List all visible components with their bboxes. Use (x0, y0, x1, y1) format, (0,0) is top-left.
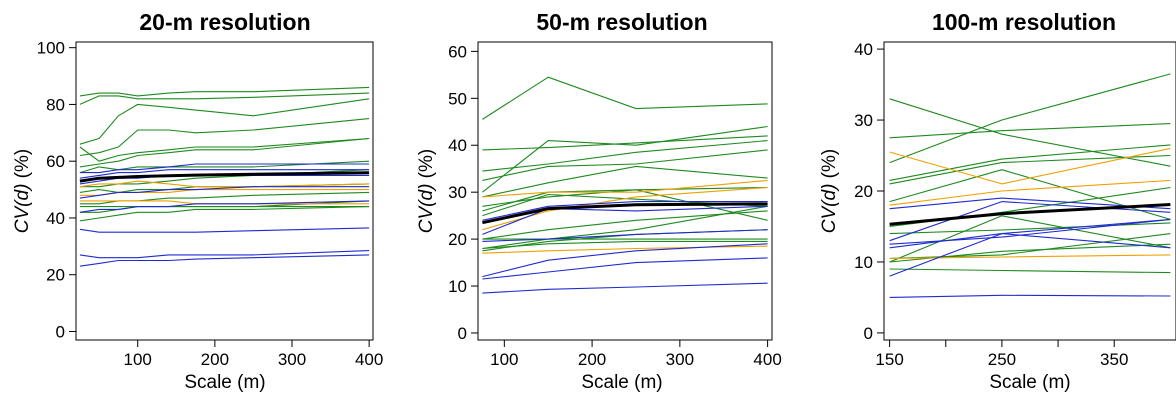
series-line-21 (80, 228, 369, 232)
x-axis-label: Scale (m) (581, 372, 662, 393)
y-tick-label: 40 (448, 136, 467, 155)
x-tick-label: 150 (875, 350, 903, 369)
x-axis-label: Scale (m) (989, 372, 1070, 393)
x-tick-label: 300 (666, 350, 694, 369)
y-axis-label-cv: CV (819, 205, 840, 234)
chart-title: 50-m resolution (536, 9, 707, 35)
panel-100m: 100-m resolution 150 250 350 0 10 20 30 40 Sca… (819, 9, 1176, 393)
series-line-0 (482, 77, 767, 119)
series-line-22 (482, 283, 767, 293)
y-tick-label: 50 (448, 89, 467, 108)
panel-20m: 20-m resolution 100 200 300 400 0 20 40 60 80 10… (12, 9, 383, 393)
series-line-3 (482, 141, 767, 172)
y-tick-label: 80 (46, 95, 65, 114)
series-line-19 (890, 219, 1171, 276)
chart-title: 100-m resolution (932, 9, 1116, 35)
series-line-10 (890, 244, 1171, 262)
y-tick-label: 40 (854, 40, 873, 59)
y-tick-label: 0 (56, 322, 65, 341)
plot-frame (76, 42, 373, 340)
series-line-2 (80, 99, 369, 144)
y-axis-label-unit: (%) (416, 149, 437, 184)
y-tick-label: 20 (854, 182, 873, 201)
y-tick-label: 0 (864, 324, 873, 343)
series-line-22 (80, 251, 369, 258)
y-tick-label: 20 (448, 230, 467, 249)
x-tick-label: 300 (278, 350, 306, 369)
y-tick-label: 20 (46, 266, 65, 285)
y-tick-label: 30 (854, 111, 873, 130)
x-tick-label: 400 (753, 350, 781, 369)
x-tick-label: 400 (355, 350, 383, 369)
x-tick-label: 100 (490, 350, 518, 369)
y-axis-label-var: (d) (819, 184, 840, 207)
series-line-3 (890, 145, 1171, 181)
series-line-7 (890, 223, 1171, 234)
y-tick-label: 30 (448, 183, 467, 202)
mean-series-line (482, 204, 767, 223)
y-axis-label: CV(d) (%) (819, 149, 840, 233)
y-axis-label-cv: CV (416, 205, 437, 234)
series-line-20 (890, 295, 1171, 297)
series-line-6 (80, 161, 369, 172)
y-axis-label-var: (d) (12, 184, 33, 207)
y-axis-label-unit: (%) (819, 149, 840, 184)
y-axis-label: CV(d) (%) (12, 149, 33, 233)
series-line-1 (80, 93, 369, 104)
series-line-0 (890, 99, 1171, 166)
x-tick-label: 200 (578, 350, 606, 369)
y-tick-label: 60 (46, 152, 65, 171)
y-tick-label: 0 (458, 324, 467, 343)
series-line-12 (890, 148, 1171, 184)
x-tick-label: 350 (1100, 350, 1128, 369)
x-tick-label: 250 (988, 350, 1016, 369)
y-tick-label: 10 (854, 253, 873, 272)
series-line-23 (80, 255, 369, 266)
x-axis-label: Scale (m) (184, 372, 265, 393)
series-line-2 (482, 127, 767, 193)
y-tick-label: 40 (46, 209, 65, 228)
series-line-4 (890, 156, 1171, 184)
y-tick-label: 60 (448, 42, 467, 61)
series-line-1 (890, 74, 1171, 163)
series-line-21 (482, 258, 767, 279)
series-line-1 (482, 136, 767, 150)
y-tick-label: 10 (448, 277, 467, 296)
panel-50m: 50-m resolution 100 200 300 400 0 10 20 30 40 50… (416, 9, 782, 393)
x-tick-label: 100 (124, 350, 152, 369)
y-axis-label: CV(d) (%) (416, 149, 437, 233)
series-line-13 (890, 180, 1171, 205)
chart-title: 20-m resolution (139, 9, 310, 35)
y-tick-label: 100 (37, 39, 65, 58)
x-tick-label: 200 (201, 350, 229, 369)
y-axis-label-cv: CV (12, 205, 33, 234)
series-line-11 (890, 269, 1171, 273)
y-axis-label-unit: (%) (12, 149, 33, 184)
y-axis-label-var: (d) (416, 184, 437, 207)
series-line-4 (482, 150, 767, 181)
series-line-2 (890, 124, 1171, 138)
